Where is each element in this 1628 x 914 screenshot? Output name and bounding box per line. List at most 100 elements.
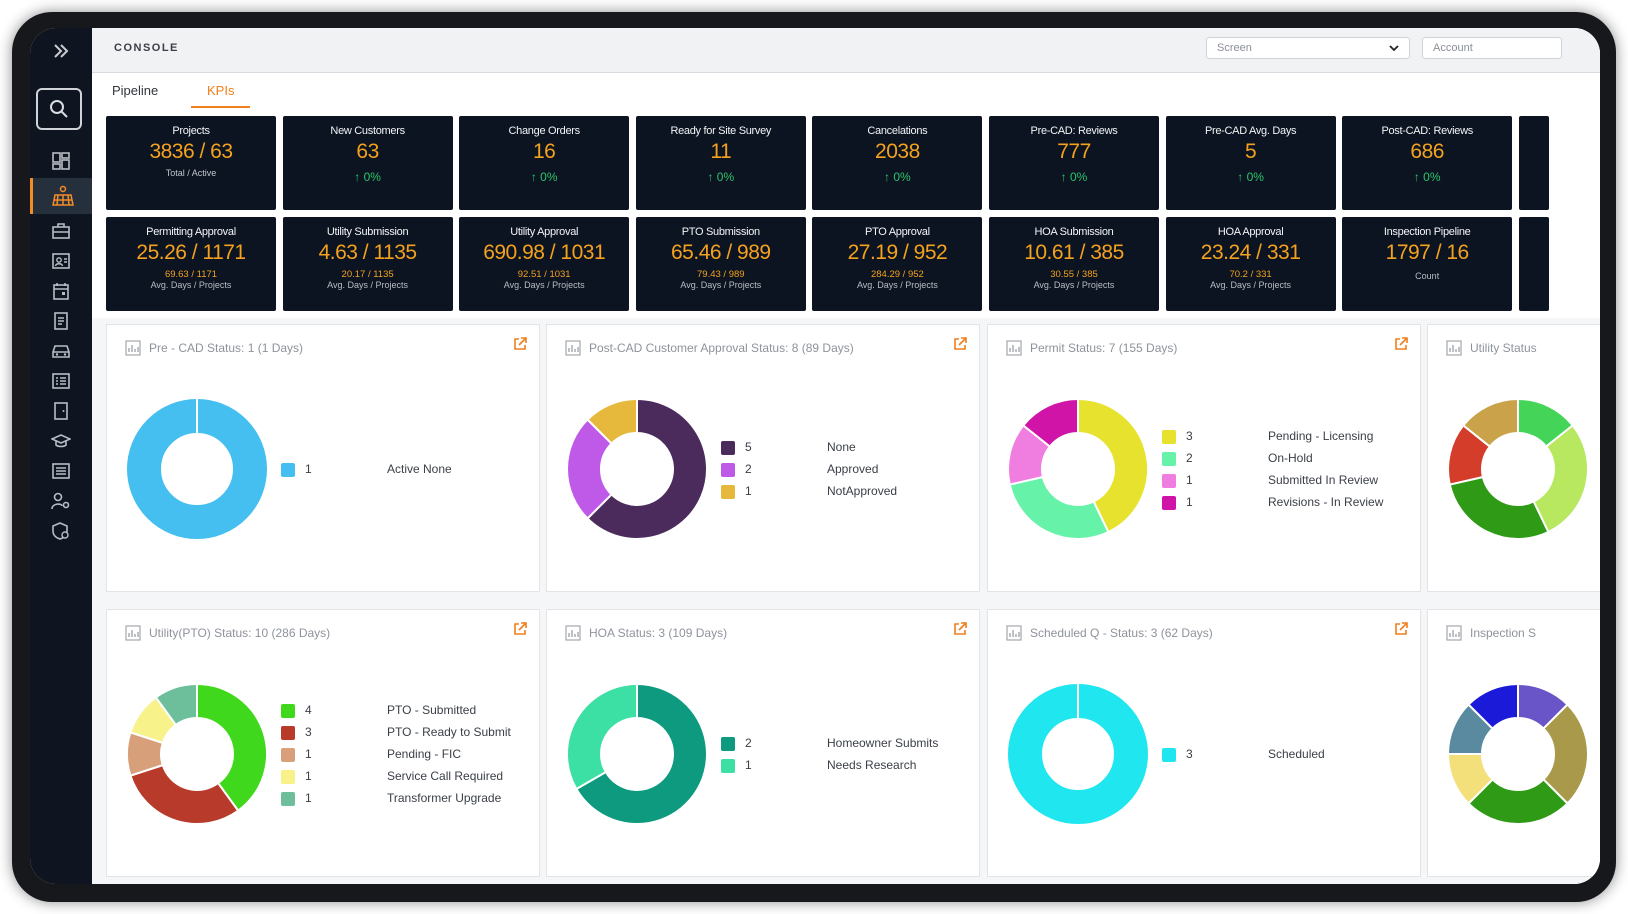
donut-slice[interactable] bbox=[1467, 682, 1519, 730]
donut-slice[interactable] bbox=[586, 397, 638, 445]
legend-count: 1 bbox=[305, 791, 312, 805]
kpi-card[interactable]: PTO Submission 65.46 / 989 79.43 / 989 Avg.… bbox=[635, 217, 806, 311]
kpi-card[interactable]: Projects 3836 / 63 Total / Active bbox=[106, 116, 276, 210]
open-external-icon[interactable] bbox=[513, 622, 527, 641]
bar-chart-icon bbox=[565, 340, 581, 356]
document-icon[interactable] bbox=[30, 306, 92, 336]
kpi-card[interactable]: Change Orders 16 ↑ 0% bbox=[459, 116, 630, 210]
kpi-change: ↑ 0% bbox=[530, 170, 558, 184]
chart-panels: Pre - CAD Status: 1 (1 Days) 1 Active None… bbox=[92, 318, 1600, 884]
donut-wrapper bbox=[565, 682, 709, 831]
legend-swatch bbox=[281, 463, 295, 477]
car-icon[interactable] bbox=[30, 336, 92, 366]
kpi-card[interactable]: Permitting Approval 25.26 / 1171 69.63 / 1… bbox=[106, 217, 276, 311]
chevron-down-icon bbox=[1389, 45, 1399, 52]
kpi-value: 2038 bbox=[875, 140, 920, 163]
kpi-change: ↑ 0% bbox=[354, 170, 381, 184]
kpi-card[interactable]: HOA Approval 23.24 / 331 70.2 / 331 Avg. Da… bbox=[1165, 217, 1336, 311]
security-shield-icon[interactable] bbox=[30, 516, 92, 546]
solar-panel-icon[interactable] bbox=[30, 178, 92, 214]
kpi-card[interactable]: Inspection Pipeline 1797 / 16 Count bbox=[1342, 217, 1513, 311]
legend-label: PTO - Submitted bbox=[387, 703, 477, 717]
kpi-card[interactable]: Cancelations 2038 ↑ 0% bbox=[812, 116, 983, 210]
legend-label: Homeowner Submits bbox=[827, 736, 939, 750]
kpi-value: 5 bbox=[1245, 140, 1257, 163]
donut-slice[interactable] bbox=[1461, 397, 1519, 448]
kpi-card[interactable]: Utility Approval 690.98 / 1031 92.51 / 103… bbox=[459, 217, 630, 311]
legend-label: NotApproved bbox=[827, 484, 898, 498]
legend-label: Approved bbox=[827, 462, 879, 476]
kpi-card[interactable]: HOA Submission 10.61 / 385 30.55 / 385 Avg.… bbox=[989, 217, 1159, 311]
kpi-secondary-label: Avg. Days / Projects bbox=[680, 280, 762, 290]
tab-pipeline[interactable]: Pipeline bbox=[112, 83, 159, 98]
kpi-secondary-value: 30.55 / 385 bbox=[1050, 269, 1098, 280]
dashboard-icon[interactable] bbox=[30, 146, 92, 176]
kpi-value: 65.46 / 989 bbox=[671, 241, 771, 264]
list-icon[interactable] bbox=[30, 366, 92, 396]
legend-swatch bbox=[281, 748, 295, 762]
screen-select[interactable]: Screen bbox=[1206, 37, 1410, 59]
kpi-change: ↑ 0% bbox=[1413, 170, 1441, 184]
kpi-secondary-value: 284.29 / 952 bbox=[870, 269, 924, 280]
donut-wrapper bbox=[1446, 397, 1590, 546]
kpi-card[interactable]: Pre-CAD Avg. Days 5 ↑ 0% bbox=[1165, 116, 1336, 210]
donut-wrapper bbox=[125, 397, 269, 546]
kpi-title: New Customers bbox=[330, 125, 405, 137]
kpi-change: ↑ 0% bbox=[707, 170, 735, 184]
donut-slice[interactable] bbox=[129, 763, 240, 825]
kpi-title: Post-CAD: Reviews bbox=[1381, 125, 1473, 137]
legend-count: 1 bbox=[305, 462, 312, 476]
donut-slice[interactable] bbox=[566, 682, 638, 791]
open-external-icon[interactable] bbox=[513, 337, 527, 356]
donut-slice[interactable] bbox=[1008, 475, 1110, 540]
kpi-card[interactable]: Pre-CAD: Reviews 777 ↑ 0% bbox=[989, 116, 1159, 210]
kpi-card[interactable]: PTO Approval 27.19 / 952 284.29 / 952 Avg. … bbox=[812, 217, 983, 311]
open-external-icon[interactable] bbox=[1394, 622, 1408, 641]
donut-slice[interactable] bbox=[196, 682, 268, 813]
calendar-icon[interactable] bbox=[30, 276, 92, 306]
kpi-card[interactable]: Utility Submission 4.63 / 1135 20.17 / 113… bbox=[282, 217, 453, 311]
donut-slice[interactable] bbox=[1077, 397, 1149, 534]
checklist-icon[interactable] bbox=[30, 456, 92, 486]
kpi-title: Ready for Site Survey bbox=[670, 125, 772, 137]
legend-swatch bbox=[281, 770, 295, 784]
status-panel: Post-CAD Customer Approval Status: 8 (89… bbox=[546, 324, 980, 592]
legend-swatch bbox=[721, 759, 735, 773]
tab-kpis[interactable]: KPIs bbox=[191, 83, 251, 108]
legend-count: 1 bbox=[1186, 473, 1193, 487]
bar-chart-icon bbox=[1006, 625, 1022, 641]
donut-slice[interactable] bbox=[575, 682, 708, 825]
donut-wrapper bbox=[1006, 682, 1150, 831]
donut-slice[interactable] bbox=[1021, 397, 1079, 448]
donut-slice[interactable] bbox=[154, 682, 198, 727]
donut-slice[interactable] bbox=[1448, 475, 1550, 540]
legend-swatch bbox=[281, 792, 295, 806]
graduation-cap-icon[interactable] bbox=[30, 426, 92, 456]
account-select-value: Account bbox=[1433, 42, 1473, 54]
donut-slice[interactable] bbox=[1532, 423, 1589, 534]
legend-count: 1 bbox=[305, 769, 312, 783]
kpi-card[interactable]: Ready for Site Survey 11 ↑ 0% bbox=[635, 116, 806, 210]
panel-title: HOA Status: 3 (109 Days) bbox=[589, 626, 728, 640]
status-panel: Pre - CAD Status: 1 (1 Days) 1 Active None bbox=[106, 324, 540, 592]
donut-slice[interactable] bbox=[586, 397, 708, 540]
legend-label: Revisions - In Review bbox=[1268, 495, 1384, 509]
briefcase-icon[interactable] bbox=[30, 216, 92, 246]
legend-count: 1 bbox=[1186, 495, 1193, 509]
open-external-icon[interactable] bbox=[1394, 337, 1408, 356]
kpi-section: Projects 3836 / 63 Total / Active New Custo… bbox=[92, 113, 1600, 318]
kpi-card[interactable]: Post-CAD: Reviews 686 ↑ 0% bbox=[1342, 116, 1513, 210]
search-icon[interactable] bbox=[36, 88, 82, 130]
user-settings-icon[interactable] bbox=[30, 486, 92, 516]
panel-title: Utility Status bbox=[1470, 341, 1537, 355]
kpi-title: Cancelations bbox=[867, 125, 928, 137]
account-select[interactable]: Account bbox=[1422, 37, 1562, 59]
panel-title: Post-CAD Customer Approval Status: 8 (89… bbox=[589, 341, 854, 355]
open-external-icon[interactable] bbox=[953, 622, 967, 641]
kpi-card[interactable]: New Customers 63 ↑ 0% bbox=[282, 116, 453, 210]
contact-card-icon[interactable] bbox=[30, 246, 92, 276]
door-icon[interactable] bbox=[30, 396, 92, 426]
expand-sidebar-icon[interactable] bbox=[30, 36, 92, 66]
open-external-icon[interactable] bbox=[953, 337, 967, 356]
legend-count: 4 bbox=[305, 703, 312, 717]
